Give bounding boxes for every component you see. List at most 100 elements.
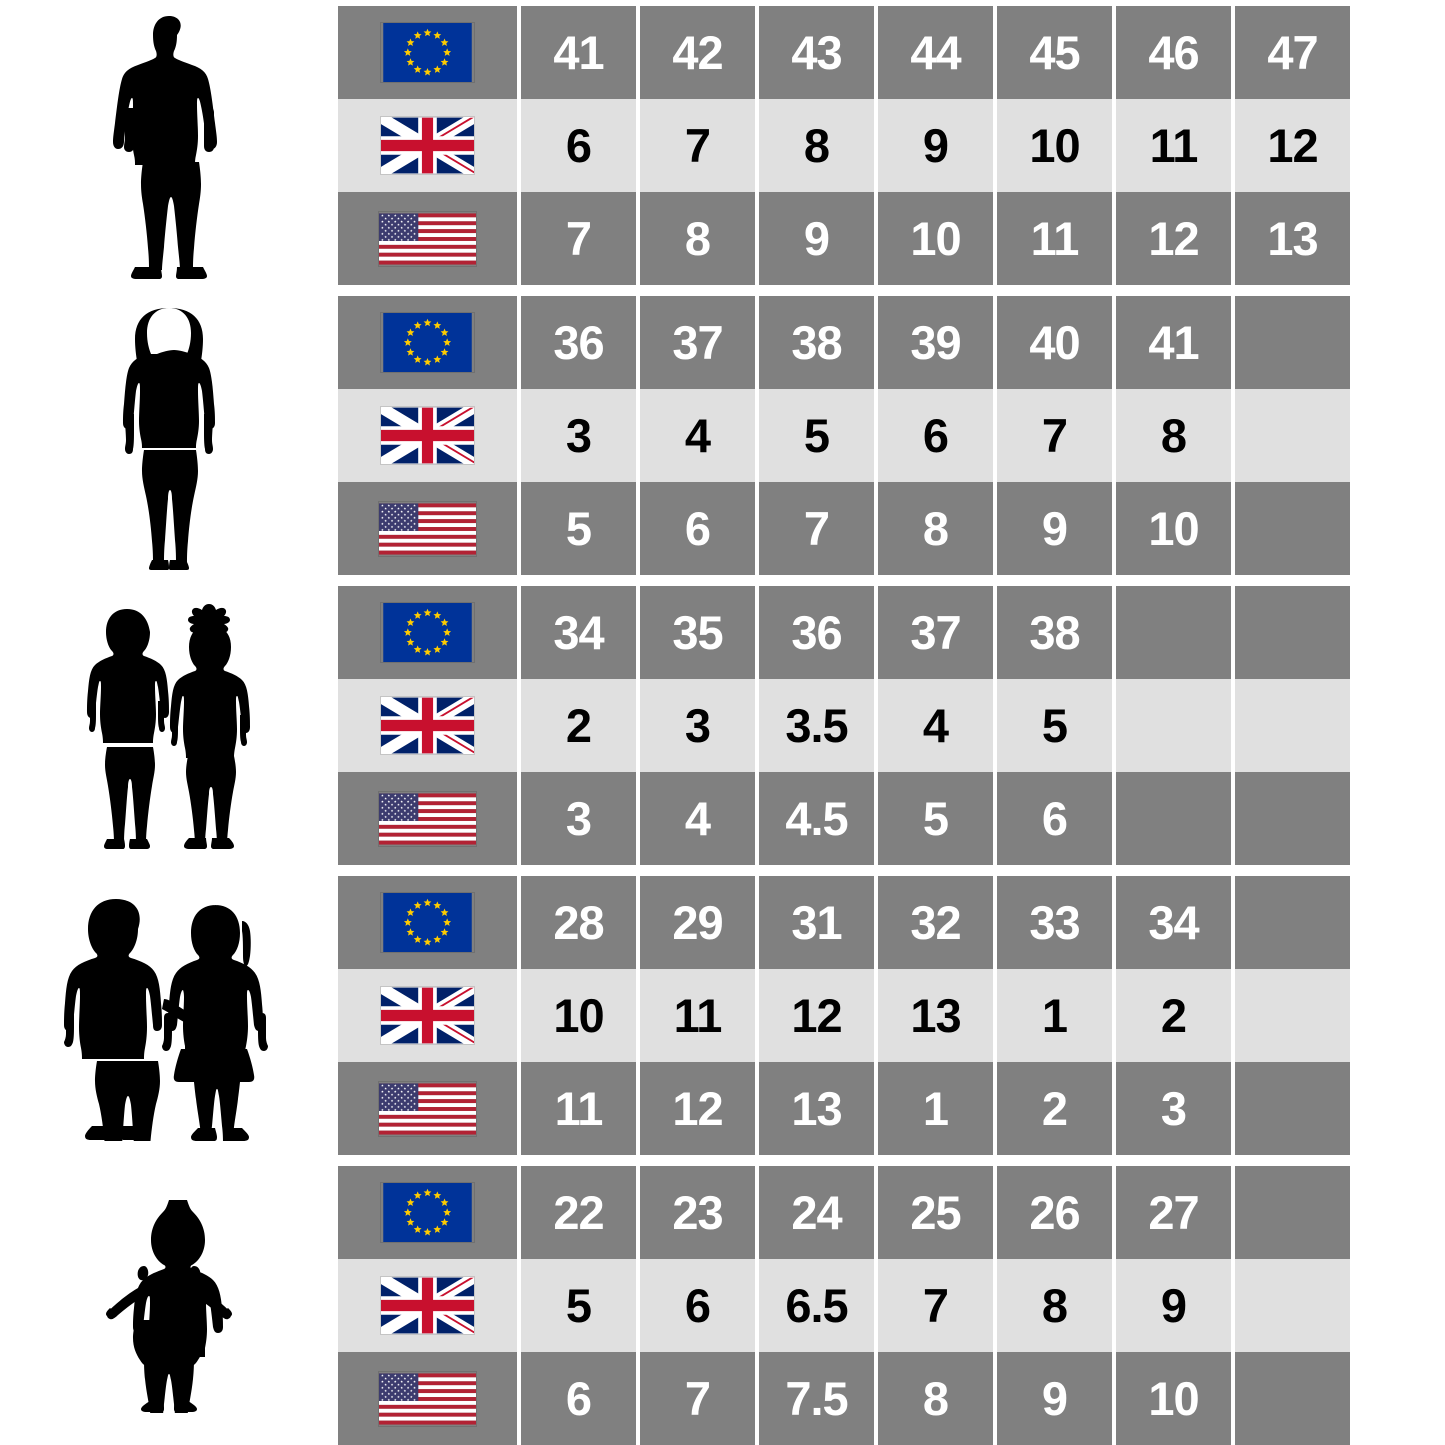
size-value: 12 (791, 989, 842, 1042)
size-value: 38 (1029, 606, 1080, 659)
size-cell-empty (1235, 482, 1350, 575)
size-row-toddlers-eu: 22 23 24 25 26 27 (338, 1166, 1445, 1259)
size-cell: 5 (759, 389, 874, 482)
size-row-young-children-us: 11 12 13 1 2 3 (338, 1062, 1445, 1155)
size-value: 5 (922, 792, 949, 845)
uk-flag-icon (338, 389, 517, 482)
size-cell: 38 (759, 296, 874, 389)
size-row-older-children-uk: 2 3 3.5 4 5 (338, 679, 1445, 772)
size-cell: 7 (759, 482, 874, 575)
size-row-women-uk: 3 4 5 6 7 8 (338, 389, 1445, 482)
size-value: 8 (684, 212, 711, 265)
size-cell: 22 (521, 1166, 636, 1259)
size-value: 41 (553, 26, 604, 79)
size-cell: 8 (640, 192, 755, 285)
size-value: 38 (791, 316, 842, 369)
size-cell: 7 (997, 389, 1112, 482)
size-value: 8 (1160, 409, 1187, 462)
size-value: 37 (910, 606, 961, 659)
size-value: 8 (922, 1372, 949, 1425)
size-value: 12 (672, 1082, 723, 1135)
toddler-silhouette (0, 1198, 338, 1413)
us-flag-icon (338, 482, 517, 575)
size-value: 5 (803, 409, 830, 462)
size-cell: 10 (997, 99, 1112, 192)
size-value: 39 (910, 316, 961, 369)
size-value: 24 (791, 1186, 842, 1239)
us-flag-icon (338, 1352, 517, 1445)
size-value: 1 (922, 1082, 949, 1135)
adult-woman-silhouette (0, 302, 338, 570)
size-row-toddlers-us: 6 7 7.5 8 9 10 (338, 1352, 1445, 1445)
size-value: 7 (922, 1279, 949, 1332)
adult-man-silhouette (0, 12, 338, 280)
size-value: 4.5 (785, 792, 848, 845)
size-cell: 41 (1116, 296, 1231, 389)
size-cell: 10 (1116, 482, 1231, 575)
size-cell: 37 (640, 296, 755, 389)
size-value: 40 (1029, 316, 1080, 369)
size-value: 36 (553, 316, 604, 369)
size-cell: 8 (1116, 389, 1231, 482)
size-value: 13 (1267, 212, 1318, 265)
size-cell-empty (1116, 586, 1231, 679)
size-cell: 6 (640, 1259, 755, 1352)
size-cell-empty (1235, 389, 1350, 482)
size-value: 4 (684, 792, 711, 845)
eu-flag-icon (338, 296, 517, 389)
size-cell: 7 (640, 1352, 755, 1445)
size-value: 11 (673, 989, 723, 1042)
size-cell: 6 (521, 99, 636, 192)
uk-flag-icon (338, 969, 517, 1062)
uk-flag-icon (338, 679, 517, 772)
size-cell-empty (1235, 1166, 1350, 1259)
size-cell: 9 (997, 1352, 1112, 1445)
size-value: 32 (910, 896, 961, 949)
size-cell: 9 (878, 99, 993, 192)
size-cell: 37 (878, 586, 993, 679)
size-value: 8 (1041, 1279, 1068, 1332)
size-row-women-us: 5 6 7 8 9 10 (338, 482, 1445, 575)
size-value: 10 (1148, 502, 1199, 555)
size-cell: 9 (759, 192, 874, 285)
size-value: 7.5 (785, 1372, 848, 1425)
size-value: 7 (684, 119, 711, 172)
size-cell: 3 (521, 389, 636, 482)
size-value: 10 (553, 989, 604, 1042)
size-value: 7 (1041, 409, 1068, 462)
size-value: 9 (803, 212, 830, 265)
size-cell: 1 (878, 1062, 993, 1155)
size-value: 42 (672, 26, 723, 79)
size-row-toddlers-uk: 5 6 6.5 7 8 9 (338, 1259, 1445, 1352)
young-children-silhouette (0, 891, 338, 1141)
size-value: 11 (554, 1082, 604, 1135)
size-row-older-children-us: 3 4 4.5 5 6 (338, 772, 1445, 865)
size-cell: 39 (878, 296, 993, 389)
size-cell: 4.5 (759, 772, 874, 865)
size-cell: 3 (640, 679, 755, 772)
size-value: 5 (565, 502, 592, 555)
size-cell: 1 (997, 969, 1112, 1062)
size-cell: 3 (521, 772, 636, 865)
size-cell: 2 (1116, 969, 1231, 1062)
size-value: 37 (672, 316, 723, 369)
size-cell: 44 (878, 6, 993, 99)
size-value: 3 (565, 792, 592, 845)
size-cell-empty (1235, 969, 1350, 1062)
size-cell: 12 (759, 969, 874, 1062)
size-cell: 27 (1116, 1166, 1231, 1259)
size-value: 10 (1148, 1372, 1199, 1425)
size-value: 44 (910, 26, 961, 79)
size-value: 12 (1148, 212, 1199, 265)
size-cell-empty (1235, 679, 1350, 772)
size-cell: 24 (759, 1166, 874, 1259)
size-cell: 12 (1235, 99, 1350, 192)
size-row-women-eu: 36 37 38 39 40 41 (338, 296, 1445, 389)
size-value: 28 (553, 896, 604, 949)
size-value: 7 (565, 212, 592, 265)
size-value: 3 (1160, 1082, 1187, 1135)
size-value: 5 (565, 1279, 592, 1332)
size-cell: 7 (521, 192, 636, 285)
size-value: 3.5 (785, 699, 848, 752)
size-cell: 36 (521, 296, 636, 389)
